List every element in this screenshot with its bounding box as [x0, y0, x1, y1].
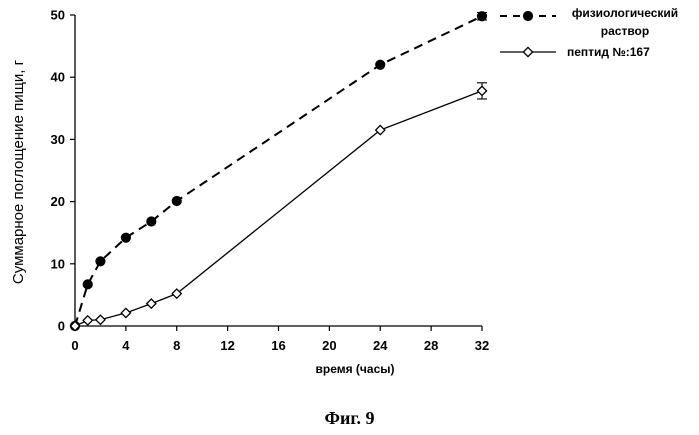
data-point-series-1 [476, 11, 488, 22]
data-point-series-1 [375, 59, 386, 70]
data-point-series-1 [171, 195, 182, 207]
x-tick-label: 28 [424, 338, 438, 353]
legend-label-1-line2: раствор [601, 24, 649, 38]
data-point-series-1 [146, 216, 157, 227]
x-axis-title: время (часы) [316, 362, 395, 376]
legend-label-2: пептид №:167 [567, 45, 650, 59]
data-point-series-2 [120, 307, 132, 319]
y-axis-title: Суммарное поглощение пищи, г [10, 59, 27, 284]
y-tick-label: 20 [51, 194, 65, 209]
legend-marker-2 [522, 46, 534, 58]
y-tick-label: 10 [51, 256, 65, 271]
data-point-series-2 [476, 85, 488, 97]
x-tick-label: 0 [71, 338, 78, 353]
y-tick-label: 50 [51, 8, 65, 23]
x-tick-label: 20 [322, 338, 336, 353]
y-tick-label: 40 [51, 70, 65, 85]
data-point-series-1 [95, 256, 106, 267]
data-point-series-1 [82, 279, 93, 290]
x-tick-label: 4 [122, 338, 130, 353]
series-line-1 [74, 15, 483, 327]
x-tick-label: 24 [373, 338, 388, 353]
data-point-series-2 [69, 320, 81, 332]
data-point-series-1 [120, 232, 131, 243]
legend-marker-1 [522, 10, 534, 22]
y-tick-label: 0 [58, 319, 65, 334]
y-tick-label: 30 [51, 132, 65, 147]
data-point-series-2 [82, 314, 94, 326]
x-tick-label: 8 [173, 338, 180, 353]
data-point-series-2 [171, 288, 183, 300]
x-tick-label: 12 [220, 338, 234, 353]
figure-caption: Фиг. 9 [324, 408, 375, 428]
legend-label-1: физиологический [572, 6, 678, 20]
x-tick-label: 16 [271, 338, 285, 353]
data-point-series-2 [374, 124, 386, 136]
data-point-series-2 [94, 314, 106, 326]
data-point-series-2 [145, 298, 157, 310]
series-line-2 [74, 90, 483, 327]
x-tick-label: 32 [475, 338, 489, 353]
